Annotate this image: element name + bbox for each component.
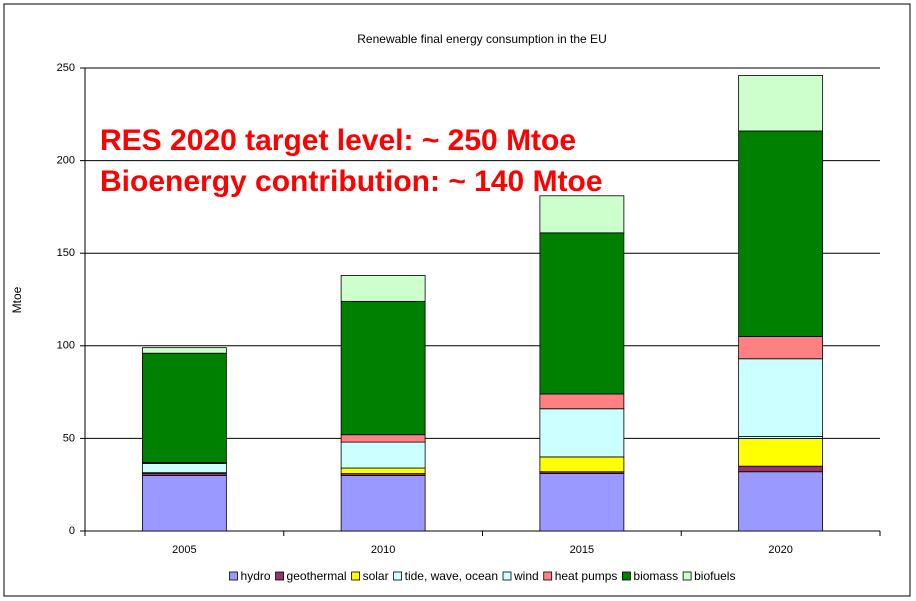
- legend-label: wind: [513, 569, 539, 583]
- legend-swatch: [229, 571, 238, 581]
- chart-title: Renewable final energy consumption in th…: [357, 32, 606, 46]
- legend-label: tide, wave, ocean: [405, 569, 498, 583]
- bar-segment: [141, 347, 227, 354]
- legend-swatch: [275, 571, 284, 581]
- bar-segment: [738, 130, 824, 337]
- bar-segment: [340, 300, 426, 436]
- legend-swatch: [543, 571, 553, 581]
- y-tick-label: 200: [57, 155, 75, 167]
- legend-label: biomass: [633, 569, 678, 583]
- y-axis-label: Mtoe: [10, 286, 24, 313]
- x-tick-label: 2015: [570, 544, 594, 556]
- bar-segment: [539, 393, 625, 410]
- legend-swatch: [682, 571, 692, 581]
- legend-label: geothermal: [287, 569, 347, 583]
- bar-segment: [141, 475, 227, 532]
- bar-segment: [738, 358, 824, 437]
- legend-swatch: [393, 571, 403, 581]
- legend-label: biofuels: [694, 569, 735, 583]
- bar-segment: [340, 275, 426, 302]
- bar-segment: [340, 475, 426, 532]
- bar-segment: [539, 232, 625, 395]
- x-tick-label: 2005: [172, 544, 196, 556]
- bar-segment: [539, 195, 625, 234]
- x-tick-label: 2010: [371, 544, 395, 556]
- x-tick-label: 2020: [768, 544, 792, 556]
- y-tick-label: 250: [57, 62, 75, 74]
- y-tick-label: 50: [63, 432, 75, 444]
- legend-label: heat pumps: [555, 569, 618, 583]
- legend-label: solar: [363, 569, 389, 583]
- bar-segment: [738, 336, 824, 360]
- annotation: RES 2020 target level: ~ 250 Mtoe: [100, 124, 576, 157]
- bar-segment: [738, 471, 824, 532]
- legend-swatch: [502, 571, 512, 581]
- bar-segment: [340, 467, 426, 474]
- legend-swatch: [622, 571, 631, 581]
- y-tick-label: 100: [57, 340, 75, 352]
- annotation: Bioenergy contribution: ~ 140 Mtoe: [100, 165, 603, 198]
- legend-label: hydro: [241, 569, 271, 583]
- bar-segment: [738, 75, 824, 132]
- bar-segment: [539, 408, 625, 458]
- y-tick-label: 0: [69, 525, 75, 537]
- bar-segment: [141, 352, 227, 463]
- bar-segment: [738, 465, 824, 473]
- bar-segment: [141, 463, 227, 474]
- bar-segment: [340, 434, 426, 443]
- y-tick-label: 150: [57, 247, 75, 259]
- bar-segment: [738, 437, 824, 467]
- bar-segment: [340, 441, 426, 469]
- bar-segment: [539, 473, 625, 532]
- legend-swatch: [351, 571, 360, 581]
- bar-segment: [539, 456, 625, 473]
